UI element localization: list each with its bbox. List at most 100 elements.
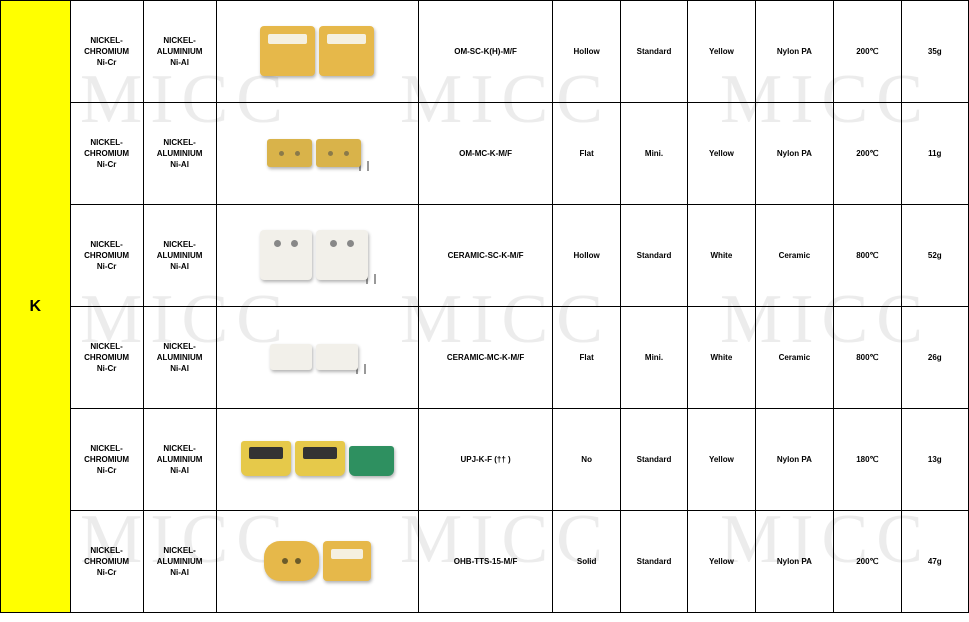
body-material: Nylon PA bbox=[755, 1, 834, 103]
mat-line: Ni-Cr bbox=[97, 58, 117, 67]
max-temp: 180℃ bbox=[834, 409, 901, 511]
mat-line: ALUMINIUM bbox=[157, 149, 203, 158]
mat-line: NICKEL- bbox=[90, 36, 122, 45]
table-row: NICKEL- CHROMIUM Ni-Cr NICKEL- ALUMINIUM Ni-A… bbox=[1, 511, 969, 613]
pin-style: Solid bbox=[553, 511, 620, 613]
table-row: NICKEL-CHROMIUMNi-CrNICKEL-ALUMINIUMNi-A… bbox=[1, 409, 969, 511]
body-material: Nylon PA bbox=[755, 103, 834, 205]
body-material: Ceramic bbox=[755, 205, 834, 307]
weight: 26g bbox=[901, 307, 968, 409]
mat-line: Ni-Cr bbox=[97, 160, 117, 169]
weight: 11g bbox=[901, 103, 968, 205]
size: Mini. bbox=[620, 103, 687, 205]
part-number: CERAMIC-MC-K-M/F bbox=[418, 307, 553, 409]
weight: 47g bbox=[901, 511, 968, 613]
mat-line: NICKEL- bbox=[163, 342, 195, 351]
weight: 35g bbox=[901, 1, 968, 103]
mat-line: CHROMIUM bbox=[84, 251, 129, 260]
mat-line: NICKEL- bbox=[90, 342, 122, 351]
size: Standard bbox=[620, 205, 687, 307]
table-row: KNICKEL-CHROMIUMNi-CrNICKEL-ALUMINIUMNi-… bbox=[1, 1, 969, 103]
weight: 13g bbox=[901, 409, 968, 511]
max-temp: 200℃ bbox=[834, 511, 901, 613]
mat-line: ALUMINIUM bbox=[157, 47, 203, 56]
mat-line: Ni-Al bbox=[170, 58, 189, 67]
table-row: NICKEL- CHROMIUM Ni-Cr NICKEL- ALUMINIUM Ni-A… bbox=[1, 205, 969, 307]
part-number: OM-MC-K-M/F bbox=[418, 103, 553, 205]
material-negative: NICKEL- ALUMINIUM Ni-Al bbox=[143, 307, 216, 409]
color: Yellow bbox=[688, 103, 755, 205]
mat-line: CHROMIUM bbox=[84, 557, 129, 566]
mat-line: NICKEL- bbox=[90, 138, 122, 147]
part-number: OM-SC-K(H)-M/F bbox=[418, 1, 553, 103]
material-negative: NICKEL- ALUMINIUM Ni-Al bbox=[143, 205, 216, 307]
mat-line: ALUMINIUM bbox=[157, 251, 203, 260]
mat-line: NICKEL- bbox=[163, 546, 195, 555]
table-row: NICKEL- CHROMIUM Ni-Cr NICKEL- ALUMINIUM Ni-A… bbox=[1, 307, 969, 409]
mat-line: Ni-Al bbox=[170, 466, 189, 475]
product-image-cell bbox=[216, 103, 418, 205]
table-row: NICKEL- CHROMIUM Ni-Cr NICKEL- ALUMINIUM Ni-A… bbox=[1, 103, 969, 205]
product-image-cell bbox=[216, 511, 418, 613]
mat-line: Ni-Cr bbox=[97, 568, 117, 577]
color: Yellow bbox=[688, 1, 755, 103]
mat-line: Ni-Al bbox=[170, 160, 189, 169]
part-number: OHB-TTS-15-M/F bbox=[418, 511, 553, 613]
mat-line: ALUMINIUM bbox=[157, 557, 203, 566]
mat-line: ALUMINIUM bbox=[157, 353, 203, 362]
mat-line: Ni-Al bbox=[170, 364, 189, 373]
color: White bbox=[688, 205, 755, 307]
color: Yellow bbox=[688, 409, 755, 511]
mat-line: NICKEL- bbox=[163, 36, 195, 45]
part-number: CERAMIC-SC-K-M/F bbox=[418, 205, 553, 307]
mat-line: Ni-Cr bbox=[97, 262, 117, 271]
size: Mini. bbox=[620, 307, 687, 409]
size: Standard bbox=[620, 511, 687, 613]
material-negative: NICKEL- ALUMINIUM Ni-Al bbox=[143, 1, 216, 103]
product-image-cell bbox=[216, 205, 418, 307]
material-negative: NICKEL- ALUMINIUM Ni-Al bbox=[143, 409, 216, 511]
mat-line: CHROMIUM bbox=[84, 47, 129, 56]
mat-line: NICKEL- bbox=[163, 138, 195, 147]
body-material: Ceramic bbox=[755, 307, 834, 409]
part-number: UPJ-K-F (†† ) bbox=[418, 409, 553, 511]
max-temp: 800℃ bbox=[834, 205, 901, 307]
pin-style: No bbox=[553, 409, 620, 511]
max-temp: 800℃ bbox=[834, 307, 901, 409]
weight: 52g bbox=[901, 205, 968, 307]
pin-style: Flat bbox=[553, 307, 620, 409]
material-negative: NICKEL- ALUMINIUM Ni-Al bbox=[143, 103, 216, 205]
mat-line: CHROMIUM bbox=[84, 353, 129, 362]
connector-spec-table: KNICKEL-CHROMIUMNi-CrNICKEL-ALUMINIUMNi-… bbox=[0, 0, 969, 613]
mat-line: ALUMINIUM bbox=[157, 455, 203, 464]
color: White bbox=[688, 307, 755, 409]
mat-line: Ni-Al bbox=[170, 568, 189, 577]
mat-line: Ni-Cr bbox=[97, 466, 117, 475]
type-code-cell: K bbox=[1, 1, 71, 613]
material-positive: NICKEL- CHROMIUM Ni-Cr bbox=[70, 511, 143, 613]
mat-line: NICKEL- bbox=[163, 240, 195, 249]
mat-line: NICKEL- bbox=[90, 444, 122, 453]
mat-line: Ni-Al bbox=[170, 262, 189, 271]
body-material: Nylon PA bbox=[755, 409, 834, 511]
mat-line: NICKEL- bbox=[90, 546, 122, 555]
product-image-cell bbox=[216, 409, 418, 511]
max-temp: 200℃ bbox=[834, 1, 901, 103]
size: Standard bbox=[620, 409, 687, 511]
material-positive: NICKEL- CHROMIUM Ni-Cr bbox=[70, 307, 143, 409]
pin-style: Hollow bbox=[553, 205, 620, 307]
material-negative: NICKEL- ALUMINIUM Ni-Al bbox=[143, 511, 216, 613]
material-positive: NICKEL- CHROMIUM Ni-Cr bbox=[70, 1, 143, 103]
max-temp: 200℃ bbox=[834, 103, 901, 205]
material-positive: NICKEL-CHROMIUMNi-Cr bbox=[70, 409, 143, 511]
product-image-cell bbox=[216, 307, 418, 409]
mat-line: CHROMIUM bbox=[84, 149, 129, 158]
size: Standard bbox=[620, 1, 687, 103]
mat-line: NICKEL- bbox=[163, 444, 195, 453]
pin-style: Hollow bbox=[553, 1, 620, 103]
material-positive: NICKEL- CHROMIUM Ni-Cr bbox=[70, 103, 143, 205]
mat-line: Ni-Cr bbox=[97, 364, 117, 373]
product-image-cell bbox=[216, 1, 418, 103]
color: Yellow bbox=[688, 511, 755, 613]
mat-line: NICKEL- bbox=[90, 240, 122, 249]
